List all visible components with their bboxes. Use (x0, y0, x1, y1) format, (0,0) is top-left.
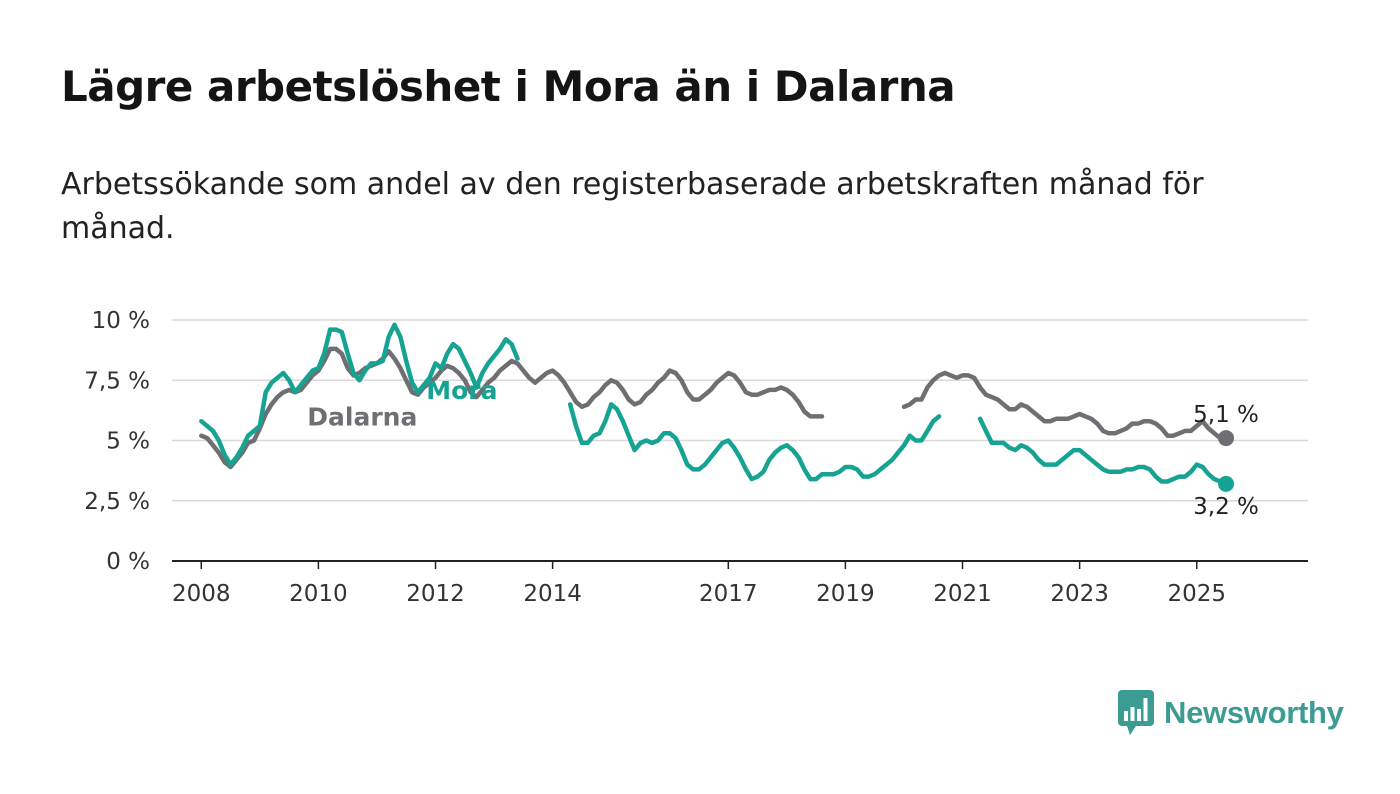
x-tick-label: 2019 (816, 581, 875, 607)
x-tick-label: 2025 (1167, 581, 1226, 607)
x-tick-label: 2008 (172, 581, 231, 607)
y-tick-label: 0 % (106, 549, 150, 575)
newsworthy-logo: Newsworthy (1118, 690, 1344, 736)
series-labels: Dalarna 5,1 % Mora 3,2 % (307, 376, 1259, 520)
x-tick-label: 2014 (523, 581, 582, 607)
end-marker-mora (1218, 475, 1235, 492)
end-marker-dalarna (1218, 430, 1235, 447)
series-label-mora: Mora (426, 376, 497, 405)
x-tick-label: 2017 (699, 581, 758, 607)
series-line-mora (199, 322, 1229, 487)
x-tick-label: 2010 (289, 581, 348, 607)
series-lines (199, 322, 1235, 492)
end-value-label-mora: 3,2 % (1193, 494, 1259, 520)
x-tick-label: 2023 (1050, 581, 1109, 607)
y-tick-label: 10 % (92, 308, 150, 334)
chart-subtitle: Arbetssökande som andel av den registerb… (61, 167, 1204, 246)
series-label-dalarna: Dalarna (307, 402, 417, 431)
chart-title: Lägre arbetslöshet i Mora än i Dalarna (61, 62, 956, 111)
y-tick-label: 2,5 % (84, 489, 150, 515)
y-axis-ticks: 0 % 2,5 % 5 % 7,5 % 10 % (84, 308, 150, 575)
x-axis: 2008 2010 2012 2014 2017 2019 2021 2023 2025 (172, 560, 1308, 607)
y-tick-label: 5 % (106, 429, 150, 455)
series-line-dalarna (199, 346, 1229, 470)
y-tick-label: 7,5 % (84, 368, 150, 394)
brand-name: Newsworthy (1164, 695, 1344, 730)
x-tick-label: 2012 (406, 581, 465, 607)
x-tick-label: 2021 (933, 581, 992, 607)
end-value-label-dalarna: 5,1 % (1193, 402, 1259, 428)
bar-chart-icon (1118, 690, 1154, 735)
